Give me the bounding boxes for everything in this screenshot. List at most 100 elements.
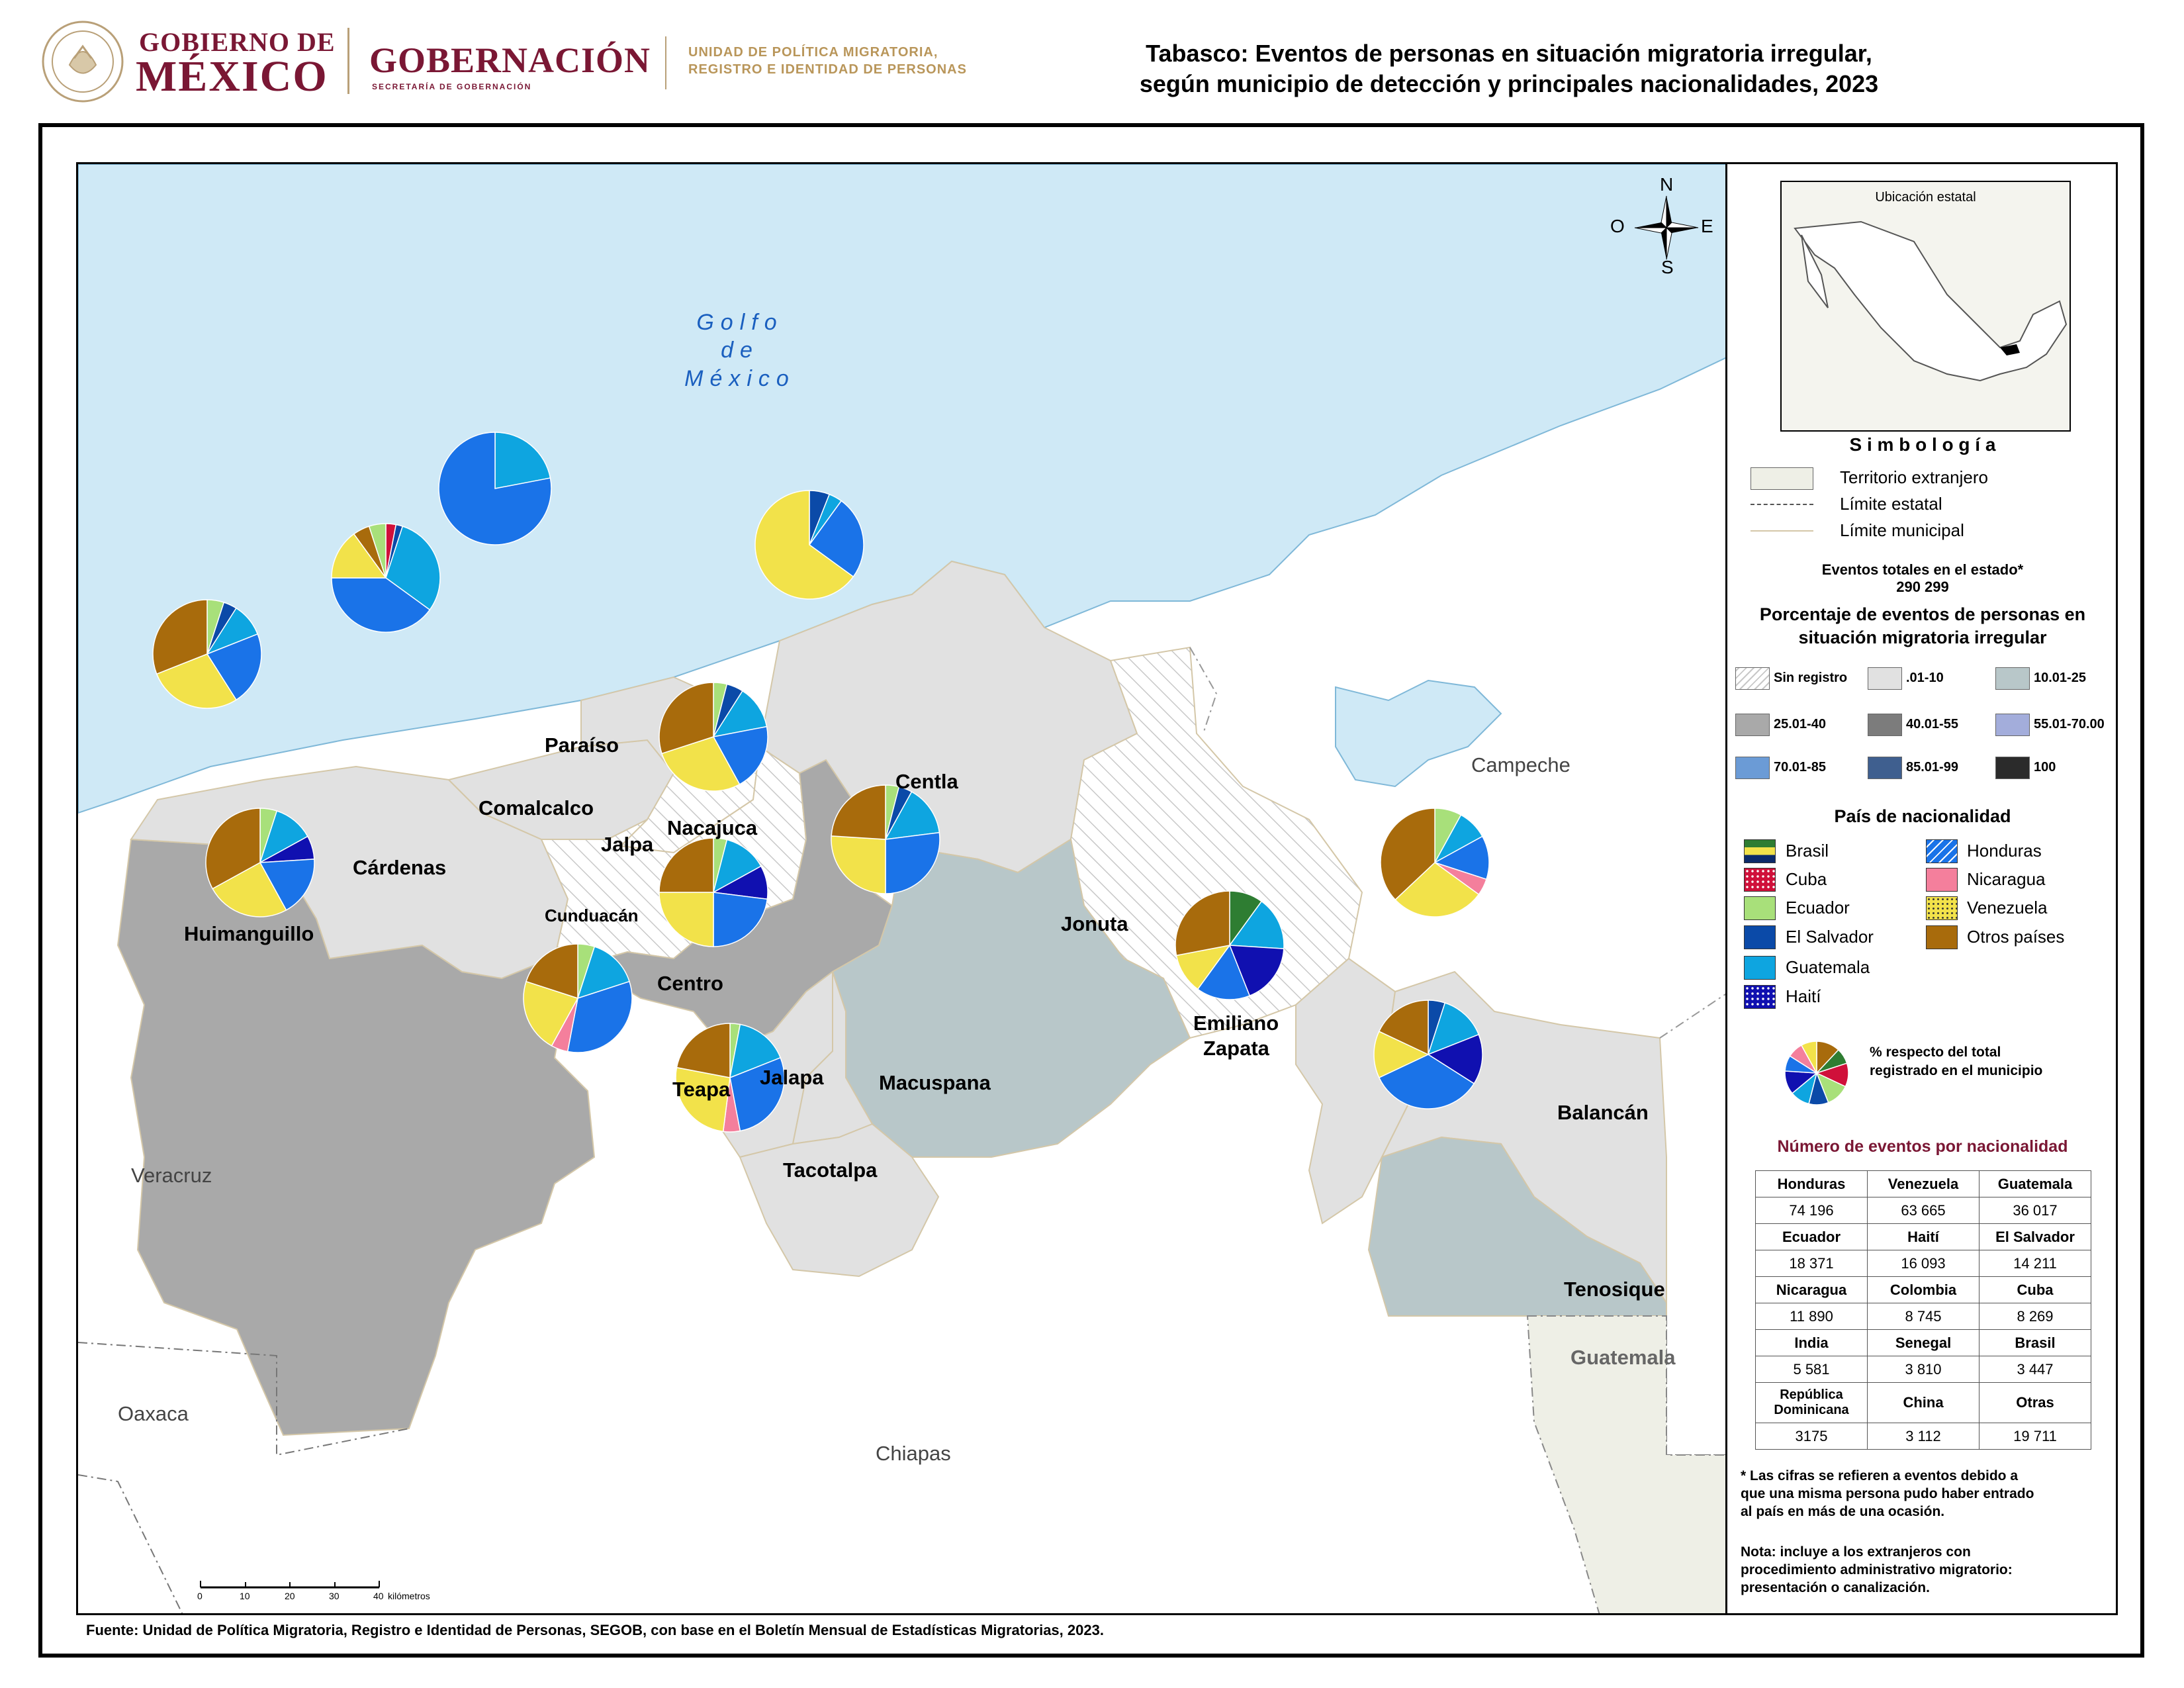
pie-slice-otros-países [1378,1000,1429,1056]
pie-slice-otros-países [1175,890,1230,957]
table-header-cell: India [1755,1329,1868,1356]
pie-slice-guatemala [712,839,762,894]
pie-note-2: registrado en el municipio [1870,1063,2043,1078]
table-value-cell: 8 745 [1867,1303,1979,1330]
class-swatch-3 [1735,714,1770,736]
pie-note-1: % respecto del total [1870,1045,2001,1060]
class-swatch-sin-registro [1735,667,1770,690]
label-nacajuca: Nacajuca [667,816,758,839]
table-header-cell: El Salvador [1979,1223,2091,1250]
label-jalpa: Jalpa [601,833,654,856]
pie-slice-venezuela [675,1066,731,1133]
scale-tick-10: 10 [240,1591,250,1601]
pie-slice-honduras [1433,835,1490,880]
map-frame [38,123,2144,1658]
pie-slice-otros-países [1380,808,1435,901]
simb-item-estatal: Límite estatal [1840,494,1942,514]
table-header-cell: Haití [1867,1223,1979,1250]
page-title-line1: Tabasco: Eventos de personas en situació… [1146,40,1872,67]
table-header-cell: Venezuela [1867,1170,1979,1197]
pie-slice-haití [1228,945,1285,997]
table-value-cell: 3 112 [1867,1423,1979,1450]
class-label-5: 55.01-70.00 [2034,717,2105,731]
nat-swatch-brasil [1744,839,1776,863]
compass-n: N [1660,174,1674,195]
table-header-cell: Senegal [1867,1329,1979,1356]
pie-slice-ecuador [368,523,387,579]
nota-3: presentación o canalización. [1741,1580,1930,1595]
nat-label-cuba: Cuba [1786,869,1827,889]
porcentaje-title-1: Porcentaje de eventos de personas en [1759,604,2086,624]
scale-tick-30: 30 [329,1591,340,1601]
footnote-1: * Las cifras se refieren a eventos debid… [1741,1468,2019,1483]
table-value-cell: 18 371 [1755,1250,1868,1277]
gobierno-de-text: GOBIERNO DE [139,27,336,57]
nat-swatch-haiti [1744,985,1776,1009]
scale-tick-0: 0 [197,1591,203,1601]
table-value-cell: 3 810 [1867,1356,1979,1383]
legend-sample-pie [1784,1041,1849,1105]
pie-slice-honduras [729,1056,785,1132]
map-svg [78,164,1725,1613]
table-header-cell: Cuba [1979,1276,2091,1303]
nat-swatch-el-salvador [1744,925,1776,949]
pie-balancán [1380,808,1490,917]
table-header-cell: Brasil [1979,1329,2091,1356]
pie-slice-guatemala [259,810,308,864]
nat-label-brasil: Brasil [1786,841,1829,861]
table-header-cell: Ecuador [1755,1223,1868,1250]
pie-slice-honduras [808,500,864,578]
header-divider [347,28,349,94]
label-macuspana: Macuspana [879,1071,991,1094]
pie-jalapa [659,837,768,947]
footnote-3: al país en más de una ocasión. [1741,1504,1945,1519]
state-label-oaxaca: Oaxaca [118,1402,189,1425]
pie-centla [754,490,864,600]
eventos-table: Honduras Venezuela Guatemala 74 196 63 665 36… [1755,1170,2091,1450]
pie-tacotalpa [675,1023,785,1133]
pie-slice-otros-países [525,943,578,1000]
pie-slice-guatemala [494,432,551,489]
gobernacion-logo-text: GOBERNACIÓN [369,40,651,80]
limite-estatal-line [1751,504,1813,505]
state-label-guatemala: Guatemala [1570,1346,1676,1369]
nota-2: procedimiento administrativo migratorio: [1741,1562,2013,1577]
table-header-cell: Honduras [1755,1170,1868,1197]
class-swatch-8 [1995,757,2030,779]
class-label-3: 25.01-40 [1774,717,1826,731]
pie-slice-venezuela [831,835,886,894]
pie-slice-otros-países [659,837,714,893]
nat-swatch-otros [1926,925,1958,949]
label-cunduacan: Cunduacán [545,906,639,925]
table-value-cell: 74 196 [1755,1197,1868,1224]
pie-slice-guatemala [729,1023,782,1079]
pie-comalcalco [331,523,441,633]
pie-slice-venezuela [212,861,287,917]
table-title: Número de eventos por nacionalidad [1777,1137,2068,1156]
nat-swatch-guatemala [1744,956,1776,980]
compass-o: O [1610,216,1625,236]
pie-tenosique [1373,1000,1483,1109]
compass-s: S [1661,257,1674,277]
label-jonuta: Jonuta [1061,912,1128,935]
table-header-cell: Colombia [1867,1276,1979,1303]
state-label-veracruz: Veracruz [131,1164,212,1187]
pie-slice-honduras [885,831,940,894]
pie-slice-guatemala [385,526,441,611]
nat-label-nicaragua: Nicaragua [1967,869,2046,889]
mun-tenosique [1367,1136,1667,1317]
label-centla: Centla [895,770,958,793]
pais-title: País de nacionalidad [1834,806,2011,826]
page-title-line2: según municipio de detección y principal… [1139,70,1879,97]
pie-slice-guatemala [1228,900,1285,949]
table-value-cell: 36 017 [1979,1197,2091,1224]
simbologia-title: S i m b o l o g í a [1849,434,1996,455]
label-teapa: Teapa [672,1078,731,1101]
foreign-territory-guatemala [1526,1315,1725,1613]
pie-slice-honduras [438,432,552,545]
class-swatch-2 [1995,667,2030,690]
pie-slice-guatemala [884,791,940,840]
table-value-cell: 3 447 [1979,1356,2091,1383]
label-cardenas: Cárdenas [353,856,447,879]
class-label-7: 85.01-99 [1906,760,1958,774]
